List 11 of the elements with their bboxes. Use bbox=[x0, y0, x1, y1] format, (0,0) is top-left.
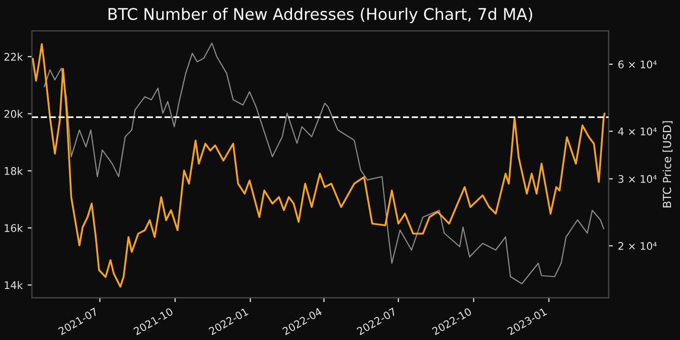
y-tick-label: 18k bbox=[4, 166, 23, 175]
y-tick-label: 20k bbox=[4, 110, 23, 118]
y2-tick-label: 4 × 10⁴ bbox=[618, 127, 657, 136]
y2-tick-label: 3 × 10⁴ bbox=[618, 175, 657, 183]
y2-tick-label: 2 × 10⁴ bbox=[618, 242, 657, 250]
y-tick-label: 14k bbox=[4, 281, 23, 289]
y-tick-label: 16k bbox=[4, 224, 23, 232]
y-tick-label: 22k bbox=[4, 52, 23, 61]
y2-axis-title: BTC Price [USD] bbox=[662, 121, 672, 208]
y2-tick-label: 6 × 10⁴ bbox=[618, 60, 657, 68]
chart-title: BTC Number of New Addresses (Hourly Chart, 7d MA) bbox=[108, 8, 532, 24]
